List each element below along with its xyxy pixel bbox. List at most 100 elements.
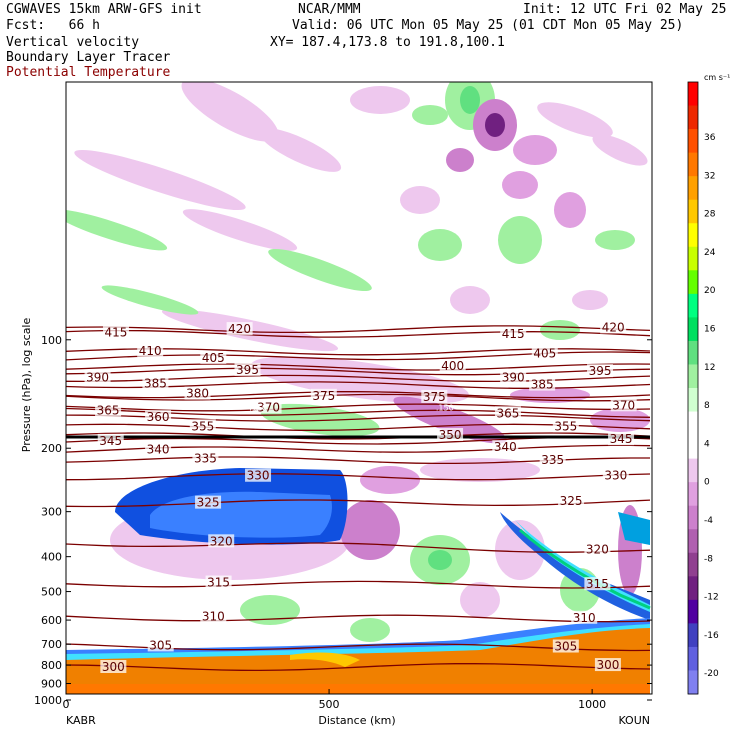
colorbar-swatch — [688, 576, 698, 601]
theta-label: 405 — [202, 351, 225, 365]
colorbar-swatch — [688, 293, 698, 318]
theta-label-bg — [437, 428, 464, 442]
colorbar-tick-label: 16 — [704, 325, 716, 335]
colorbar-tick-label: 0 — [704, 478, 710, 488]
theta-label: 315 — [207, 576, 230, 590]
x-endpoint-left: KABR — [66, 714, 96, 727]
theta-label-bg — [539, 452, 566, 466]
colorbar-swatch — [688, 246, 698, 271]
colorbar-swatch — [688, 646, 698, 671]
theta-line-330 — [66, 473, 651, 481]
theta-label-bg — [97, 433, 124, 447]
theta-label: 380 — [186, 387, 209, 401]
theta-label-bg — [610, 398, 637, 412]
field-vertical-velocity: Vertical velocity — [6, 35, 140, 50]
org-label: NCAR/MMM — [298, 2, 361, 17]
y-axis: 100 200 300 400 500 600 700 800 900 1000 — [34, 334, 652, 707]
colorbar-tick-label: -4 — [704, 516, 713, 526]
tracer-label: .150 — [249, 403, 267, 412]
theta-line-420 — [66, 325, 651, 334]
theta-label-bg — [226, 322, 253, 336]
theta-label: 375 — [312, 389, 335, 403]
y-tick-label: 1000 — [34, 694, 62, 707]
theta-line-320 — [66, 542, 651, 553]
colorbar-swatch — [688, 670, 698, 695]
theta-label-bg — [584, 577, 611, 591]
colorbar-swatch — [688, 552, 698, 577]
y-axis-label: Pressure (hPa), log scale — [20, 318, 33, 453]
colorbar-swatch — [688, 623, 698, 648]
theta-label-bg — [608, 432, 635, 446]
theta-label-bg — [102, 325, 129, 339]
colorbar-tick-label: 20 — [704, 286, 716, 296]
theta-label-bg — [492, 440, 519, 454]
theta-label: 330 — [604, 469, 627, 483]
x-tick-label: 500 — [319, 698, 340, 711]
theta-label: 405 — [533, 347, 556, 361]
theta-label-bg — [571, 610, 598, 624]
theta-label: 375 — [423, 390, 446, 404]
colorbar-frame — [687, 81, 699, 695]
theta-label: 365 — [97, 403, 120, 417]
colorbar-swatch — [688, 340, 698, 365]
x-endpoint-right: KOUN — [618, 714, 650, 727]
theta-label-bg — [500, 327, 527, 341]
colorbar-swatch — [688, 458, 698, 483]
forecast-hour: Fcst: 66 h — [6, 18, 100, 33]
theta-label-bg — [552, 639, 579, 653]
theta-label-bg — [189, 419, 216, 433]
colorbar-tick-label: -16 — [704, 631, 719, 641]
colorbar-tick-label: 32 — [704, 171, 715, 181]
theta-label-bg — [95, 403, 122, 417]
theta-line-325 — [66, 499, 651, 508]
theta-label: 400 — [441, 359, 464, 373]
theta-line-300 — [66, 663, 651, 672]
theta-label: 415 — [502, 327, 525, 341]
colorbar-tick-label: 4 — [704, 439, 710, 449]
colorbar-units: cm s⁻¹ — [704, 73, 730, 82]
colorbar-swatch — [688, 176, 698, 201]
colorbar-swatch — [688, 411, 698, 436]
theta-label-bg — [310, 388, 337, 402]
theta-label-bg — [421, 389, 448, 403]
y-tick-label: 300 — [41, 506, 62, 519]
theta-label: 340 — [147, 443, 170, 457]
theta-label: 310 — [202, 609, 225, 623]
theta-label-bg — [494, 406, 521, 420]
theta-label: 355 — [191, 419, 214, 433]
theta-label-bg — [587, 364, 614, 378]
theta-label-bg — [529, 377, 556, 391]
y-tick-label: 500 — [41, 586, 62, 599]
theta-label-bg — [439, 358, 466, 372]
theta-line-350 — [66, 432, 651, 440]
theta-labels: 415 420 415 420 410 405 405 390 395 400 390 395 385 3… — [84, 320, 637, 674]
theta-label-bg — [145, 442, 172, 456]
theta-label: 325 — [197, 496, 220, 510]
colorbar-swatch — [688, 317, 698, 342]
theta-label: 390 — [502, 370, 525, 384]
theta-label: 395 — [236, 363, 259, 377]
theta-label: 395 — [589, 364, 612, 378]
x-tick-label: 0 — [63, 698, 70, 711]
theta-label: 370 — [257, 400, 280, 414]
theta-label-bg — [208, 534, 235, 548]
theta-label: 385 — [531, 378, 554, 392]
theta-line-315 — [66, 580, 651, 589]
theta-label: 345 — [99, 434, 122, 448]
boundary-layer-tracer-field — [66, 468, 651, 694]
x-tick-label: 1000 — [578, 698, 606, 711]
theta-label-bg — [137, 343, 164, 357]
theta-label-bg — [558, 493, 585, 507]
colorbar-swatch — [688, 364, 698, 389]
colorbar-tick-label: -8 — [704, 554, 713, 564]
theta-label: 300 — [596, 658, 619, 672]
theta-label: 340 — [494, 440, 517, 454]
colorbar-tick-label: -12 — [704, 593, 719, 603]
theta-label: 330 — [247, 469, 270, 483]
theta-label-bg — [145, 410, 172, 424]
theta-label: 305 — [149, 638, 172, 652]
theta-line-415 — [66, 329, 651, 338]
theta-label: 310 — [573, 611, 596, 625]
plot-frame — [65, 81, 653, 695]
